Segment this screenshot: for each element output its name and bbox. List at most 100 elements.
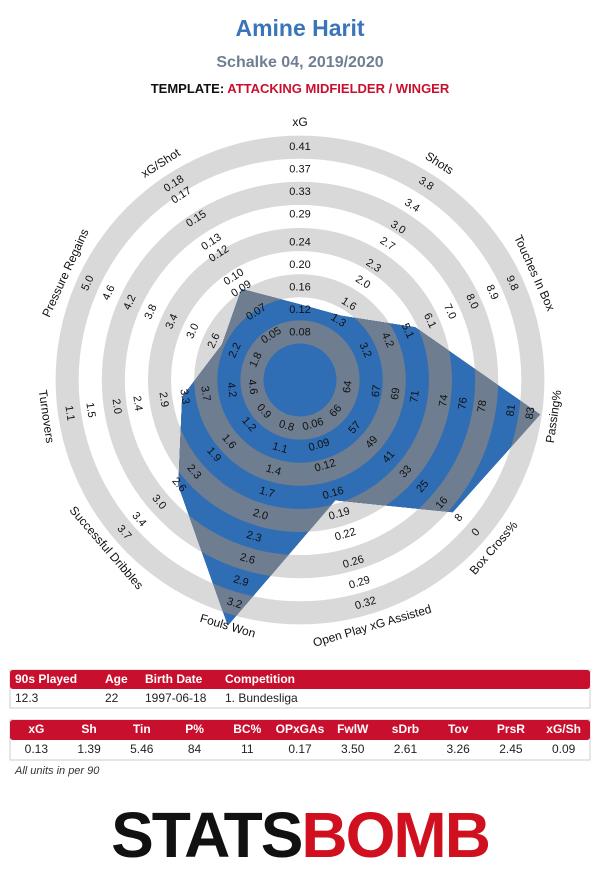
stats-header-cell: Tin xyxy=(133,722,151,736)
stats-header-cell: Tov xyxy=(448,722,469,736)
stats-header-cell: FwlW xyxy=(337,722,369,736)
stats-cell: 2.45 xyxy=(499,742,523,756)
tick-label: 0.29 xyxy=(289,208,310,220)
axis-name: xG xyxy=(292,115,307,129)
tick-label: 67 xyxy=(370,384,384,398)
info-header-cell: Birth Date xyxy=(145,672,203,686)
tick-label: 3.2 xyxy=(225,596,243,612)
stats-header-cell: sDrb xyxy=(392,722,419,736)
tick-label: 4.2 xyxy=(121,293,138,312)
tick-label: 8.0 xyxy=(463,292,480,311)
tick-label: 0.37 xyxy=(289,163,310,175)
tick-label: 1.4 xyxy=(264,463,282,479)
tick-label: 0.06 xyxy=(301,416,325,434)
tick-label: 2.0 xyxy=(109,398,123,415)
tick-label: 0.16 xyxy=(321,485,345,503)
info-header xyxy=(10,670,590,689)
tick-label: 1.5 xyxy=(83,402,97,419)
axis-name: Turnovers xyxy=(36,389,57,444)
tick-label: 0.22 xyxy=(333,526,357,544)
tick-label: 83 xyxy=(524,406,538,420)
tick-label: 8.9 xyxy=(483,283,500,302)
stats-cell: 5.46 xyxy=(130,742,154,756)
tick-label: 0.41 xyxy=(289,141,310,153)
stats-header-cell: xG xyxy=(28,722,44,736)
tick-label: 3.8 xyxy=(142,303,159,322)
tick-label: 2.6 xyxy=(238,551,256,567)
tick-label: 2.6 xyxy=(205,331,222,350)
stats-header-cell: OPxGAs xyxy=(276,722,325,736)
inner-band xyxy=(263,343,337,417)
tick-label: 0.24 xyxy=(289,236,310,248)
tick-label: 1.8 xyxy=(248,351,265,370)
stats-cell: 0.09 xyxy=(552,742,576,756)
stats-header xyxy=(10,720,590,740)
tick-label: 74 xyxy=(437,394,451,408)
tick-label: 69 xyxy=(389,387,403,401)
radar: 0.08 0.12 0.16 0.20 0.24 0.29 0.33 0.37 0.41 xG 1.… xyxy=(36,115,565,650)
stats-header-cell: BC% xyxy=(233,722,261,736)
tick-label: 0.29 xyxy=(348,574,372,592)
info-cell: 1. Bundesliga xyxy=(225,691,298,705)
tick-label: 64 xyxy=(341,380,355,394)
info-cell: 22 xyxy=(105,691,119,705)
tick-label: 0.08 xyxy=(289,326,310,338)
stats-header-cell: Sh xyxy=(81,722,96,736)
tick-label: 0.26 xyxy=(342,553,366,571)
tick-label: 5.1 xyxy=(399,321,416,340)
tick-label: 2.2 xyxy=(226,341,243,360)
tick-label: 0.20 xyxy=(289,259,310,271)
tick-label: 4.2 xyxy=(224,381,238,398)
stats-header-cell: xG/Sh xyxy=(546,722,581,736)
tick-label: 0.33 xyxy=(289,186,310,198)
tick-label: 4.2 xyxy=(379,331,396,350)
stats-cell: 0.13 xyxy=(25,742,49,756)
player-name: Amine Harit xyxy=(235,15,364,41)
tick-label: 71 xyxy=(408,390,422,404)
tick-label: 3.3 xyxy=(177,388,191,405)
tick-label: 4.6 xyxy=(100,283,117,302)
tick-label: 3.7 xyxy=(198,385,212,402)
tables: 90s Played 12.3 Age 22 Birth Date 1997-06-18 C… xyxy=(15,672,581,756)
tick-label: 0.12 xyxy=(313,457,337,475)
stats-cell: 0.17 xyxy=(288,742,312,756)
tick-label: 76 xyxy=(456,397,470,411)
tick-label: 1.1 xyxy=(271,440,289,456)
stats-header-cell: P% xyxy=(185,722,204,736)
tick-label: 5.0 xyxy=(79,274,96,293)
tick-label: 2.9 xyxy=(232,573,250,589)
tick-label: 9.8 xyxy=(503,274,520,293)
tick-label: 78 xyxy=(476,399,490,413)
stats-cell: 2.61 xyxy=(394,742,418,756)
tick-label: 2.3 xyxy=(245,529,263,545)
tick-label: 6.1 xyxy=(421,311,438,330)
tick-label: 0.16 xyxy=(289,281,310,293)
stats-cell: 84 xyxy=(188,742,202,756)
info-header-cell: Competition xyxy=(225,672,295,686)
tick-label: 3.2 xyxy=(356,341,373,360)
tick-label: 3.4 xyxy=(163,312,180,331)
tick-label: 2.9 xyxy=(156,391,170,408)
tick-label: 2.4 xyxy=(130,395,144,412)
tick-label: 4.6 xyxy=(245,378,259,395)
logo-left: STATS xyxy=(111,799,302,871)
footnote: All units in per 90 xyxy=(14,765,100,777)
tick-label: 1.7 xyxy=(258,485,276,501)
tick-label: 81 xyxy=(504,403,518,417)
stats-cell: 11 xyxy=(241,742,254,756)
stats-cell: 3.26 xyxy=(447,742,471,756)
tick-label: 7.0 xyxy=(441,302,458,321)
template-line: TEMPLATE: ATTACKING MIDFIELDER / WINGER xyxy=(151,81,450,96)
tick-label: 3.0 xyxy=(184,322,201,341)
logo-right: BOMB xyxy=(301,799,489,871)
info-cell: 1997-06-18 xyxy=(145,691,207,705)
axis-name: Passing% xyxy=(543,389,564,444)
stats-header-cell: PrsR xyxy=(497,722,525,736)
tick-label: 0.12 xyxy=(289,304,310,316)
tick-label: 1.1 xyxy=(62,405,76,422)
info-cell: 12.3 xyxy=(15,691,39,705)
team-season: Schalke 04, 2019/2020 xyxy=(216,54,383,71)
tick-label: 0.32 xyxy=(354,595,378,613)
info-header-cell: 90s Played xyxy=(15,672,77,686)
